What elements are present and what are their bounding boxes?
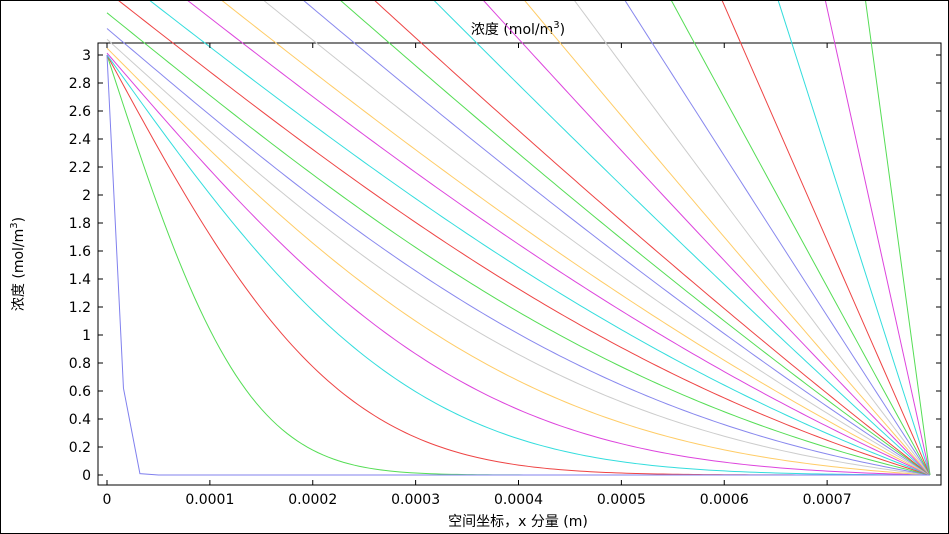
y-axis-ticks: 0 0.2 0.4 0.6 0.8 1 1.2 1.4 1.6 1.8 2 2.2 2.4 2.6 2.8 3 (69, 48, 941, 484)
series-line (303, 1, 931, 476)
series-line (106, 47, 931, 476)
series-line (106, 54, 930, 476)
series-line (106, 52, 931, 476)
x-axis-label: 空间坐标，x 分量 (m) (448, 514, 588, 530)
y-tick-label: 1.6 (69, 244, 91, 260)
y-tick-label: 1.4 (69, 272, 91, 288)
y-tick-label: 2.2 (69, 160, 91, 176)
x-tick-label: 0.0005 (597, 492, 646, 508)
series-line-initial (106, 54, 930, 476)
series-line (106, 38, 931, 476)
series-line (777, 1, 931, 476)
series-line (340, 1, 931, 476)
plot-area (97, 42, 942, 486)
y-tick-label: 1 (82, 328, 91, 344)
series-line (624, 1, 931, 476)
x-tick-label: 0.0003 (391, 492, 440, 508)
series-line (824, 1, 931, 476)
series-line (106, 12, 931, 476)
series-line (118, 1, 931, 476)
series-line (671, 1, 931, 476)
series-line (187, 1, 931, 476)
chart-title: 浓度 (mol/m3) (471, 20, 565, 38)
series-line (106, 54, 930, 476)
series-line (221, 1, 931, 476)
series-line (574, 1, 931, 476)
y-tick-label: 0.8 (69, 356, 91, 372)
series-line (865, 1, 931, 476)
x-tick-label: 0.0007 (803, 492, 852, 508)
y-tick-label: 0.4 (69, 412, 91, 428)
x-tick-label: 0.0001 (185, 492, 234, 508)
series-line (263, 1, 931, 476)
y-tick-label: 0 (82, 468, 91, 484)
y-tick-label: 2.6 (69, 104, 91, 120)
series-line (483, 1, 931, 476)
curve-group (106, 1, 931, 476)
y-tick-label: 1.8 (69, 216, 91, 232)
y-tick-label: 2.4 (69, 132, 91, 148)
series-line (106, 28, 931, 476)
series-line (433, 1, 931, 476)
y-tick-label: 3 (82, 48, 91, 64)
x-tick-label: 0.0002 (288, 492, 337, 508)
x-tick-label: 0 (103, 492, 112, 508)
series-line (106, 54, 931, 476)
series-line (149, 1, 931, 476)
y-tick-label: 2.8 (69, 76, 91, 92)
y-tick-label: 1.2 (69, 300, 91, 316)
x-axis-ticks: 0 0.0001 0.0002 0.0003 0.0004 0.0005 0.0006 0.0… (103, 43, 852, 508)
series-line (721, 1, 931, 476)
y-axis-label: 浓度 (mol/m3) (9, 217, 27, 311)
y-tick-label: 0.2 (69, 440, 91, 456)
series-line (524, 1, 931, 476)
series-line (374, 1, 931, 476)
y-tick-label: 0.6 (69, 384, 91, 400)
x-tick-label: 0.0004 (494, 492, 543, 508)
x-tick-label: 0.0006 (700, 492, 749, 508)
y-tick-label: 2 (82, 188, 91, 204)
